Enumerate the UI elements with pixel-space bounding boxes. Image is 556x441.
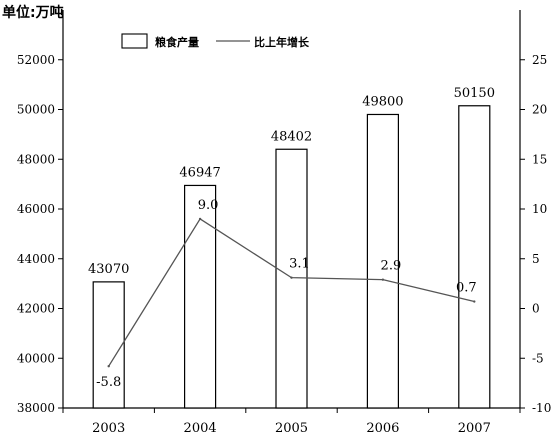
y-left-tick-label: 44000 [17,252,55,266]
bars [92,105,491,409]
y-left-tick-label: 46000 [17,202,55,216]
y-left-tick-label: 50000 [17,103,55,117]
bar-value-label: 43070 [88,262,129,277]
y-right-tick-label: 0 [532,302,540,316]
y-left-tick-label: 42000 [17,302,55,316]
growth-point [473,300,476,303]
legend-bar-swatch [121,33,148,49]
bar [366,113,399,409]
growth-point [290,276,293,279]
y-left-tick-label: 40000 [17,351,55,365]
line-value-label: -5.8 [96,375,121,390]
y-left-tick-label: 52000 [17,53,55,67]
x-tick-label: 2007 [458,421,491,436]
x-tick-label: 2003 [92,421,125,436]
bar [92,281,125,409]
unit-label: 单位:万吨 [2,5,64,21]
growth-point [107,365,110,368]
y-left-tick-label: 38000 [17,401,55,415]
bar [458,105,491,409]
legend-line-label: 比上年增长 [254,35,310,49]
line-value-label: 0.7 [456,281,477,296]
y-right-tick-label: 15 [532,152,547,166]
x-tick-label: 2004 [184,421,217,436]
axes: 3800040000420004400046000480005000052000… [17,10,551,436]
growth-line-series [107,217,476,368]
bar-value-label: 46947 [179,165,220,180]
growth-point [198,217,202,221]
y-right-tick-label: 5 [532,252,540,266]
y-right-tick-label: 20 [532,103,547,117]
x-tick-label: 2005 [275,421,308,436]
y-left-tick-label: 48000 [17,152,55,166]
y-right-tick-label: 10 [532,202,547,216]
line-value-label: 3.1 [289,257,310,272]
bar-value-label: 48402 [271,129,312,144]
bar-value-label: 50150 [454,86,495,101]
bar-value-label: 49800 [362,94,403,109]
legend-bar-label: 粮食产量 [155,35,199,49]
y-right-tick-label: -10 [532,401,551,415]
data-labels: 43070 46947 48402 49800 50150 -5.8 9.0 3.1 2.9 0.… [88,86,495,390]
legend: 粮食产量 比上年增长 [121,33,310,49]
y-right-tick-label: 25 [532,53,547,67]
line-value-label: 9.0 [198,198,219,213]
y-right-tick-label: -5 [532,351,544,365]
line-value-label: 2.9 [381,259,402,274]
bar [184,184,217,409]
growth-point [381,278,385,281]
x-tick-label: 2006 [366,421,399,436]
